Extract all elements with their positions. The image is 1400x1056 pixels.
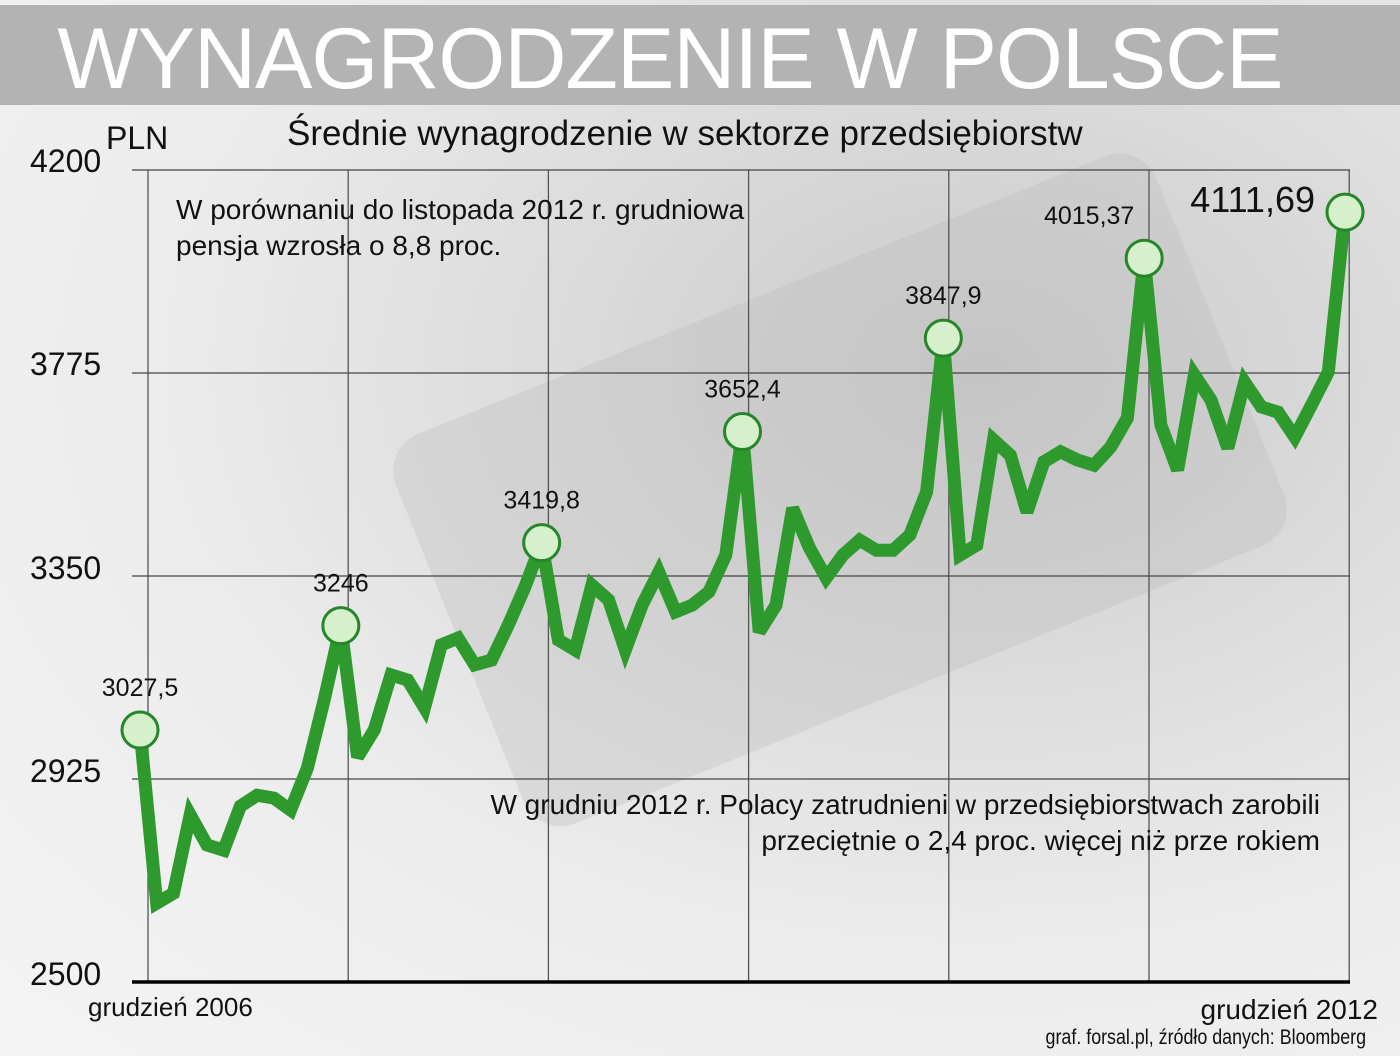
- note-bottom-line2: przeciętnie o 2,4 proc. więcej niż prze …: [761, 825, 1320, 856]
- data-point-marker: [321, 606, 361, 646]
- data-point-marker: [1325, 192, 1365, 232]
- note-bottom-line1: W grudniu 2012 r. Polacy zatrudnieni w p…: [490, 789, 1320, 820]
- data-point-marker: [120, 710, 160, 750]
- data-label: 4015,37: [1044, 202, 1134, 230]
- y-tick-label: 3350: [30, 550, 102, 586]
- y-tick-label: 3775: [30, 346, 102, 382]
- data-label: 3847,9: [905, 282, 981, 310]
- source-credit: graf. forsal.pl, źródło danych: Bloomber…: [1045, 1026, 1366, 1049]
- data-label: 3246: [313, 570, 369, 598]
- data-label: 4111,69: [1190, 179, 1315, 220]
- title-bar: WYNAGRODZENIE W POLSCE: [0, 5, 1400, 107]
- data-point-marker: [723, 412, 762, 452]
- page-title: WYNAGRODZENIE W POLSCE: [57, 11, 1283, 107]
- data-label: 3652,4: [704, 376, 781, 404]
- note-top-line1: W porównaniu do listopada 2012 r. grudni…: [176, 194, 745, 225]
- y-axis-unit: PLN: [106, 120, 169, 156]
- y-tick-label: 2925: [30, 753, 102, 789]
- note-top-line2: pensja wzrosła o 8,8 proc.: [176, 230, 502, 261]
- x-start-label: grudzień 2006: [88, 992, 253, 1022]
- data-label: 3419,8: [503, 487, 579, 515]
- data-point-marker: [1124, 238, 1164, 278]
- y-tick-label: 4200: [30, 143, 102, 179]
- data-point-marker: [522, 523, 562, 563]
- data-label: 3027,5: [102, 674, 178, 702]
- chart-title: Średnie wynagrodzenie w sektorze przedsi…: [287, 114, 1083, 153]
- data-point-marker: [923, 318, 963, 358]
- y-tick-label: 2500: [30, 956, 102, 992]
- x-end-label: grudzień 2012: [1200, 994, 1378, 1025]
